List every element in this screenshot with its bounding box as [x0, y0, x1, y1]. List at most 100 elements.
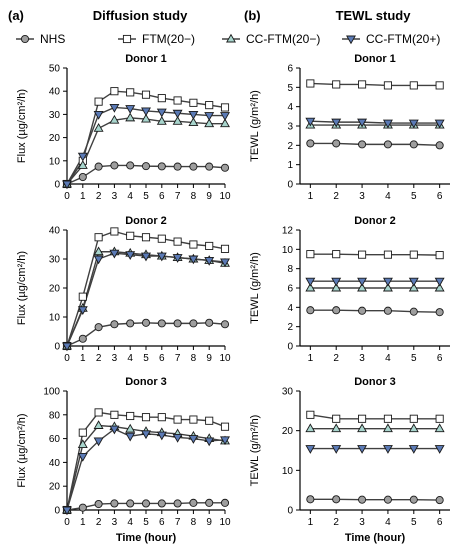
data-point [110, 499, 119, 508]
series-points-ftm-20 [62, 87, 230, 189]
x-tick-label: 2 [333, 191, 339, 202]
data-point [332, 495, 341, 504]
x-tick-label: 2 [333, 517, 339, 528]
data-point [94, 233, 103, 242]
data-point [434, 119, 445, 129]
data-point [409, 307, 418, 316]
data-point [331, 445, 342, 454]
data-point [172, 116, 183, 125]
data-point [172, 433, 183, 443]
x-tick-label: 3 [359, 517, 365, 528]
y-axis-label: TEWL (g/m²/h) [249, 252, 261, 324]
series-line-ftm-20 [310, 253, 440, 256]
data-point [205, 162, 214, 171]
data-point [331, 282, 342, 292]
y-tick-label: 50 [49, 64, 61, 75]
data-point [94, 499, 103, 509]
data-point [357, 277, 368, 287]
data-point [435, 414, 444, 423]
series-line-ftm-20 [66, 230, 226, 347]
data-point [204, 112, 215, 121]
data-point [204, 118, 215, 128]
x-tick-label: 7 [175, 517, 181, 528]
data-point [93, 110, 104, 120]
data-point [126, 411, 135, 421]
data-point [408, 277, 419, 287]
data-point [409, 81, 418, 90]
chart-title: Donor 3 [354, 376, 396, 388]
x-tick-label: 8 [191, 353, 197, 364]
series-points-ftm-20 [306, 250, 444, 260]
data-point [332, 250, 341, 259]
x-tick-label: 4 [385, 191, 391, 202]
data-point [306, 495, 315, 504]
y-tick-label: 10 [282, 466, 294, 477]
data-point [435, 496, 444, 505]
series-points-ftm-20 [306, 410, 444, 423]
series-points-cc-ftm-20 [62, 103, 230, 190]
x-tick-label: 7 [175, 191, 181, 202]
data-point [188, 255, 199, 265]
y-tick-label: 0 [54, 506, 60, 517]
series-points-ftm-20 [306, 79, 444, 90]
data-point [126, 231, 135, 240]
data-point [306, 306, 315, 315]
data-point [125, 105, 136, 114]
x-tick-label: 10 [219, 191, 231, 202]
data-point [173, 162, 182, 171]
x-tick-label: 8 [191, 191, 197, 202]
data-point [409, 140, 418, 149]
data-point [77, 306, 88, 316]
data-point [331, 277, 342, 287]
data-point [141, 499, 151, 508]
x-tick-label: 1 [80, 191, 86, 202]
data-point [93, 246, 104, 256]
data-point [62, 180, 72, 190]
data-point [305, 445, 316, 454]
y-tick-label: 0 [287, 342, 293, 353]
y-tick-label: 40 [49, 458, 61, 469]
chart-tewl-donor-3: Donor 3 0 10 20 30 1 2 3 4 5 6 TEWL (g/m²/h) Time (h… [249, 376, 450, 544]
series-points-cc-ftm-20 [62, 249, 230, 352]
data-point [93, 420, 104, 429]
data-point [188, 110, 199, 120]
data-point [435, 251, 444, 260]
data-point [383, 495, 392, 504]
data-point [383, 81, 392, 90]
data-point [110, 410, 119, 419]
data-point [382, 119, 393, 129]
data-point [382, 445, 393, 454]
series-points-cc-ftm-20 [62, 112, 230, 188]
data-point [109, 425, 120, 435]
data-point [141, 233, 151, 242]
data-point [204, 257, 215, 266]
y-tick-label: 30 [282, 387, 294, 398]
data-point [357, 445, 368, 454]
data-point [94, 162, 103, 171]
data-point [220, 118, 230, 128]
data-point [305, 277, 316, 287]
series-points-nhs [306, 139, 444, 150]
y-tick-label: 6 [287, 64, 293, 75]
data-point [383, 140, 392, 149]
x-tick-label: 0 [64, 191, 70, 202]
panel-a-letter: (a) [8, 8, 24, 23]
x-tick-label: 10 [219, 353, 231, 364]
series-points-cc-ftm-20 [305, 445, 445, 454]
data-point [189, 240, 198, 249]
data-point [382, 282, 393, 292]
data-point [93, 123, 104, 132]
y-axis-label: TEWL (g/m²/h) [249, 415, 261, 487]
data-point [204, 437, 215, 447]
series-line-nhs [310, 309, 440, 313]
y-tick-label: 30 [49, 110, 61, 121]
data-point [383, 414, 392, 423]
data-point [189, 498, 198, 507]
data-point [77, 439, 88, 448]
data-point [157, 234, 166, 243]
data-point [125, 423, 136, 433]
data-point [358, 414, 367, 423]
data-point [78, 334, 87, 343]
